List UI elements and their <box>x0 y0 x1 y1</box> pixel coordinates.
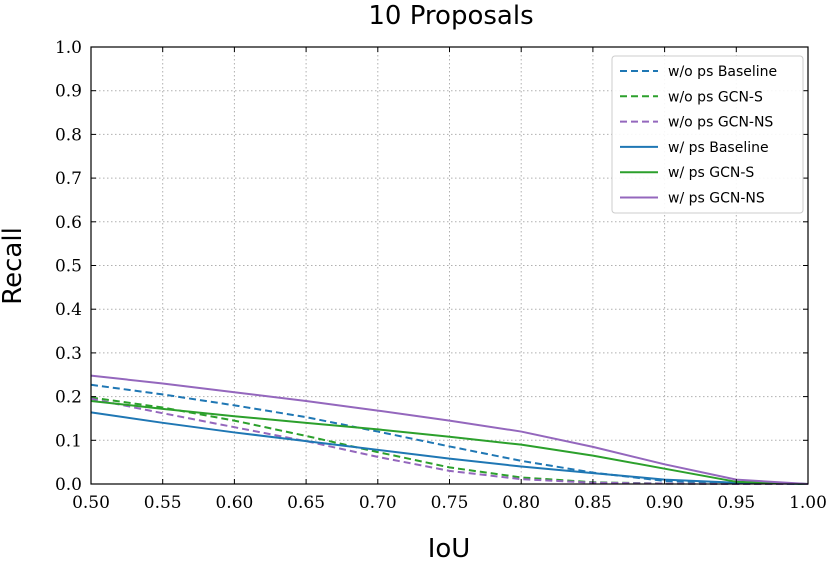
x-tick-label: 0.80 <box>502 493 540 513</box>
y-tick-label: 0.4 <box>55 300 82 320</box>
y-axis-label: Recall <box>0 227 28 305</box>
series-line-w-ps-gcn-ns <box>90 374 809 485</box>
x-tick-label: 0.55 <box>144 493 182 513</box>
x-tick-label: 0.75 <box>431 493 469 513</box>
y-tick-label: 0.2 <box>55 388 82 408</box>
x-tick-label: 1.00 <box>789 493 827 513</box>
legend-entry: w/ ps GCN-S <box>668 165 754 181</box>
y-tick-label: 0.1 <box>55 431 82 451</box>
y-tick-label: 0.3 <box>55 344 82 364</box>
legend-entry: w/o ps Baseline <box>668 64 777 80</box>
y-tick-label: 1.0 <box>55 38 82 58</box>
series-line-w-ps-gcn-s <box>90 399 809 485</box>
series-line-w-ps-baseline <box>90 411 809 485</box>
x-tick-label: 0.60 <box>215 493 253 513</box>
y-tick-label: 0.0 <box>55 475 82 495</box>
x-tick-label: 0.65 <box>287 493 325 513</box>
x-tick-label: 0.95 <box>717 493 755 513</box>
x-tick-label: 0.50 <box>72 493 110 513</box>
series-line-w-o-ps-baseline <box>90 383 809 485</box>
legend: w/o ps Baseline w/o ps GCN-S w/o ps GCN-NS… <box>611 55 804 214</box>
legend-entry: w/o ps GCN-S <box>668 89 763 105</box>
x-tick-label: 0.90 <box>646 493 684 513</box>
legend-entry: w/o ps GCN-NS <box>668 115 773 131</box>
legend-entry: w/ ps GCN-NS <box>668 191 765 207</box>
y-tick-label: 0.6 <box>55 213 82 233</box>
ticks: 0.50 0.55 0.60 0.65 0.70 0.75 0.80 0.85 0.90 0.95… <box>55 38 827 513</box>
chart-title: 10 Proposals <box>368 1 533 31</box>
y-tick-label: 0.5 <box>55 257 82 277</box>
legend-entry: w/ ps Baseline <box>668 140 769 156</box>
y-tick-label: 0.8 <box>55 125 82 145</box>
x-tick-label: 0.85 <box>574 493 612 513</box>
legend-box <box>611 55 804 214</box>
x-axis-label: IoU <box>428 534 471 564</box>
y-tick-label: 0.7 <box>55 169 82 189</box>
y-tick-label: 0.9 <box>55 82 82 102</box>
x-tick-label: 0.70 <box>359 493 397 513</box>
